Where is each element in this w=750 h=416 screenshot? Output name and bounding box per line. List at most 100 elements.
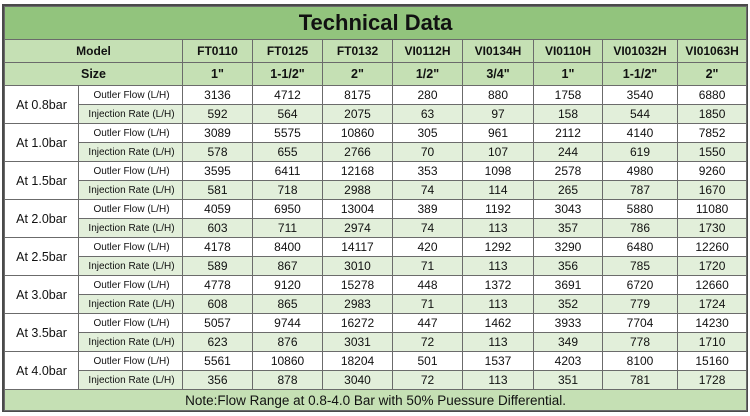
table-row: Injection Rate (L/H) 581 718 2988 74 114 265 78… [5, 180, 748, 200]
outlet-flow-value: 9120 [252, 275, 323, 295]
injection-rate-value: 2974 [322, 218, 393, 238]
injection-rate-value: 352 [533, 294, 603, 314]
table-row: At 3.5bar Outler Flow (L/H) 5057 9744 16272 4… [4, 313, 748, 352]
outlet-flow-value: 16272 [322, 313, 393, 333]
size-header-cell: 3/4" [462, 62, 534, 86]
model-header-cell: VI0112H [392, 39, 463, 63]
injection-rate-value: 786 [602, 218, 678, 238]
size-header-cell: 2" [322, 62, 393, 86]
injection-rate-value: 544 [602, 104, 678, 124]
injection-rate-value: 1850 [676, 104, 748, 124]
injection-rate-value: 655 [252, 142, 323, 162]
outlet-flow-value: 7852 [676, 123, 748, 143]
injection-rate-value: 3040 [322, 370, 393, 390]
outlet-flow-value: 4178 [182, 237, 253, 257]
injection-rate-value: 72 [392, 370, 463, 390]
injection-rate-value: 71 [392, 294, 463, 314]
outlet-flow-value: 448 [392, 275, 463, 295]
injection-rate-value: 351 [533, 370, 603, 390]
outlet-flow-value: 4712 [252, 85, 323, 105]
footnote: Note:Flow Range at 0.8-4.0 Bar with 50% … [3, 389, 748, 411]
outlet-flow-value: 447 [392, 313, 463, 333]
injection-rate-value: 779 [602, 294, 678, 314]
injection-rate-value: 158 [533, 104, 603, 124]
injection-rate-value: 70 [392, 142, 463, 162]
model-header-cell: VI01032H [602, 39, 678, 63]
size-header-cell: 1-1/2" [602, 62, 678, 86]
injection-rate-value: 711 [252, 218, 323, 238]
outlet-flow-value: 389 [392, 199, 463, 219]
outlet-flow-value: 3691 [533, 275, 603, 295]
size-header-cell: 2" [676, 62, 748, 86]
outlet-flow-value: 6411 [252, 161, 323, 181]
outlet-flow-value: 1192 [462, 199, 534, 219]
injection-rate-value: 608 [182, 294, 253, 314]
size-header-cell: 1-1/2" [252, 62, 323, 86]
table-row: At 3.0bar Outler Flow (L/H) 4778 9120 15278 4… [4, 275, 748, 314]
model-header-cell: VI0110H [533, 39, 603, 63]
outlet-flow-value: 5057 [182, 313, 253, 333]
outlet-flow-value: 420 [392, 237, 463, 257]
injection-rate-value: 74 [392, 218, 463, 238]
injection-rate-value: 2988 [322, 180, 393, 200]
injection-rate-value: 781 [602, 370, 678, 390]
injection-rate-value: 2766 [322, 142, 393, 162]
outlet-flow-value: 1372 [462, 275, 534, 295]
technical-data-table: Technical Data Model FT0110 FT0125 FT0132 V… [3, 6, 748, 411]
outlet-flow-value: 4980 [602, 161, 678, 181]
outlet-flow-value: 12660 [676, 275, 748, 295]
outlet-flow-value: 3089 [182, 123, 253, 143]
outlet-flow-value: 3540 [602, 85, 678, 105]
injection-rate-value: 1670 [676, 180, 748, 200]
outlet-flow-value: 280 [392, 85, 463, 105]
outlet-flow-value: 1462 [462, 313, 534, 333]
outlet-flow-label: Outler Flow (L/H) [78, 85, 183, 105]
injection-rate-value: 3010 [322, 256, 393, 276]
injection-rate-value: 97 [462, 104, 534, 124]
injection-rate-value: 867 [252, 256, 323, 276]
outlet-flow-value: 6950 [252, 199, 323, 219]
outlet-flow-value: 3290 [533, 237, 603, 257]
injection-rate-value: 592 [182, 104, 253, 124]
outlet-flow-label: Outler Flow (L/H) [78, 313, 183, 333]
injection-rate-value: 114 [462, 180, 534, 200]
injection-rate-value: 357 [533, 218, 603, 238]
injection-rate-value: 2983 [322, 294, 393, 314]
injection-rate-value: 113 [462, 256, 534, 276]
outlet-flow-label: Outler Flow (L/H) [78, 351, 183, 371]
injection-rate-value: 623 [182, 332, 253, 352]
outlet-flow-value: 5561 [182, 351, 253, 371]
injection-rate-value: 72 [392, 332, 463, 352]
table-row: Injection Rate (L/H) 589 867 3010 71 113 356 78… [5, 256, 748, 276]
technical-data-sheet: Technical Data Model FT0110 FT0125 FT0132 V… [2, 4, 748, 412]
injection-rate-label: Injection Rate (L/H) [78, 332, 183, 352]
injection-rate-value: 564 [252, 104, 323, 124]
injection-rate-value: 349 [533, 332, 603, 352]
injection-rate-value: 581 [182, 180, 253, 200]
outlet-flow-value: 10860 [252, 351, 323, 371]
outlet-flow-value: 8400 [252, 237, 323, 257]
outlet-flow-value: 1537 [462, 351, 534, 371]
injection-rate-value: 1720 [676, 256, 748, 276]
pressure-label: At 2.0bar [4, 199, 79, 238]
outlet-flow-label: Outler Flow (L/H) [78, 123, 183, 143]
injection-rate-label: Injection Rate (L/H) [78, 180, 183, 200]
outlet-flow-label: Outler Flow (L/H) [78, 199, 183, 219]
outlet-flow-value: 7704 [602, 313, 678, 333]
injection-rate-value: 2075 [322, 104, 393, 124]
injection-rate-value: 785 [602, 256, 678, 276]
table-row: At 1.0bar Outler Flow (L/H) 3089 5575 10860 3… [4, 123, 748, 162]
outlet-flow-value: 3136 [182, 85, 253, 105]
injection-rate-value: 3031 [322, 332, 393, 352]
outlet-flow-label: Outler Flow (L/H) [78, 161, 183, 181]
injection-rate-value: 787 [602, 180, 678, 200]
outlet-flow-label: Outler Flow (L/H) [78, 275, 183, 295]
outlet-flow-value: 9744 [252, 313, 323, 333]
injection-rate-label: Injection Rate (L/H) [78, 294, 183, 314]
outlet-flow-value: 4059 [182, 199, 253, 219]
outlet-flow-value: 14230 [676, 313, 748, 333]
injection-rate-value: 1728 [676, 370, 748, 390]
outlet-flow-value: 9260 [676, 161, 748, 181]
outlet-flow-value: 4140 [602, 123, 678, 143]
size-header-cell: 1/2" [392, 62, 463, 86]
